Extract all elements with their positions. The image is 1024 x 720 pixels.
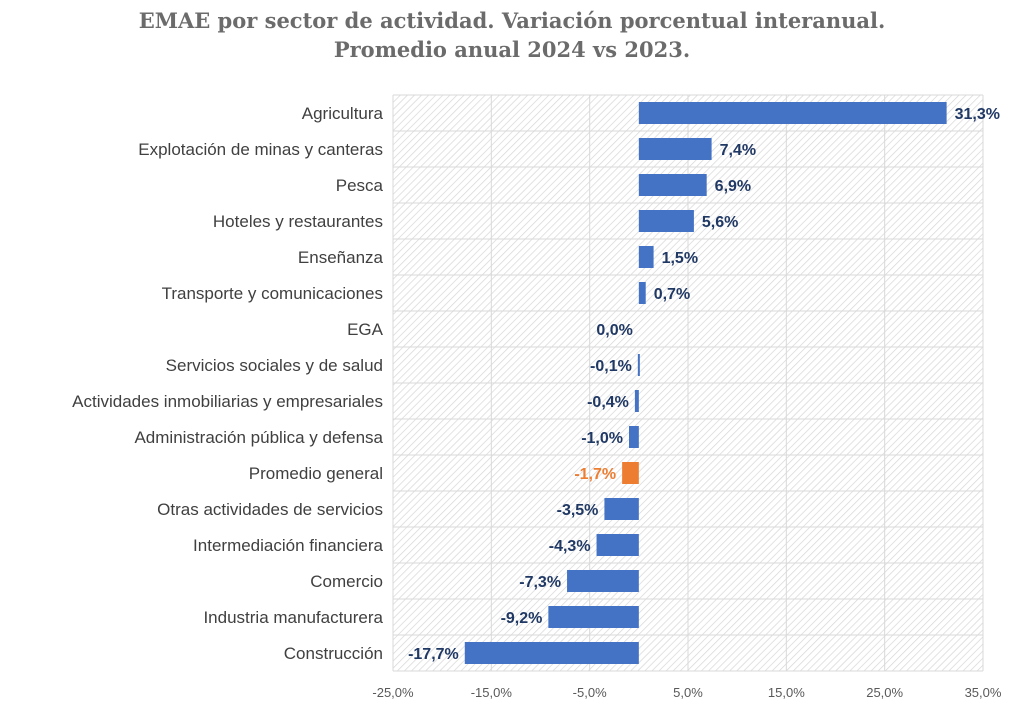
category-label: Enseñanza [298, 248, 384, 267]
category-label: Construcción [284, 644, 383, 663]
bar [604, 498, 639, 520]
category-label: Comercio [310, 572, 383, 591]
bar [638, 102, 947, 124]
x-tick-label: 25,0% [866, 685, 903, 700]
data-label: 1,5% [662, 250, 698, 267]
chart-subtitle: Promedio anual 2024 vs 2023. [333, 37, 691, 62]
category-label: Intermediación financiera [193, 536, 383, 555]
category-label: Hoteles y restaurantes [213, 212, 383, 231]
data-label: 31,3% [955, 106, 1000, 123]
category-label: Otras actividades de servicios [157, 500, 383, 519]
chart-title-line1: EMAE por sector de actividad. Variación … [138, 8, 886, 33]
bar [567, 570, 639, 592]
bar [638, 174, 707, 196]
x-tick-label: -25,0% [372, 685, 414, 700]
data-label: -0,4% [587, 394, 629, 411]
bar [637, 354, 640, 376]
bar [629, 426, 639, 448]
data-label: 0,7% [654, 286, 690, 303]
bar [638, 138, 712, 160]
bar [634, 390, 639, 412]
bar [622, 462, 639, 484]
category-label: Promedio general [249, 464, 383, 483]
bar [638, 282, 646, 304]
bar [638, 210, 694, 232]
data-label: -9,2% [501, 610, 543, 627]
bar [464, 642, 639, 664]
data-label: 0,0% [596, 322, 632, 339]
category-label: Transporte y comunicaciones [162, 284, 383, 303]
x-tick-label: 35,0% [965, 685, 1002, 700]
category-label: EGA [347, 320, 384, 339]
category-label: Explotación de minas y canteras [138, 140, 383, 159]
category-label: Administración pública y defensa [134, 428, 383, 447]
category-label: Servicios sociales y de salud [166, 356, 383, 375]
data-label: 7,4% [720, 142, 756, 159]
data-label: -1,7% [574, 466, 616, 483]
bar [596, 534, 639, 556]
category-label: Actividades inmobiliarias y empresariale… [72, 392, 383, 411]
bar [548, 606, 639, 628]
x-tick-label: -15,0% [471, 685, 513, 700]
data-label: -17,7% [408, 646, 459, 663]
data-label: -0,1% [590, 358, 632, 375]
category-label: Industria manufacturera [203, 608, 383, 627]
data-label: 5,6% [702, 214, 738, 231]
data-label: 6,9% [715, 178, 751, 195]
data-label: -3,5% [557, 502, 599, 519]
data-label: -1,0% [581, 430, 623, 447]
chart-title: EMAE por sector de actividad. Variación … [0, 6, 1024, 64]
x-tick-label: 15,0% [768, 685, 805, 700]
x-tick-label: -5,0% [573, 685, 607, 700]
data-label: -4,3% [549, 538, 591, 555]
x-tick-label: 5,0% [673, 685, 703, 700]
bar [638, 246, 654, 268]
category-label: Agricultura [302, 104, 384, 123]
data-label: -7,3% [519, 574, 561, 591]
category-label: Pesca [336, 176, 384, 195]
